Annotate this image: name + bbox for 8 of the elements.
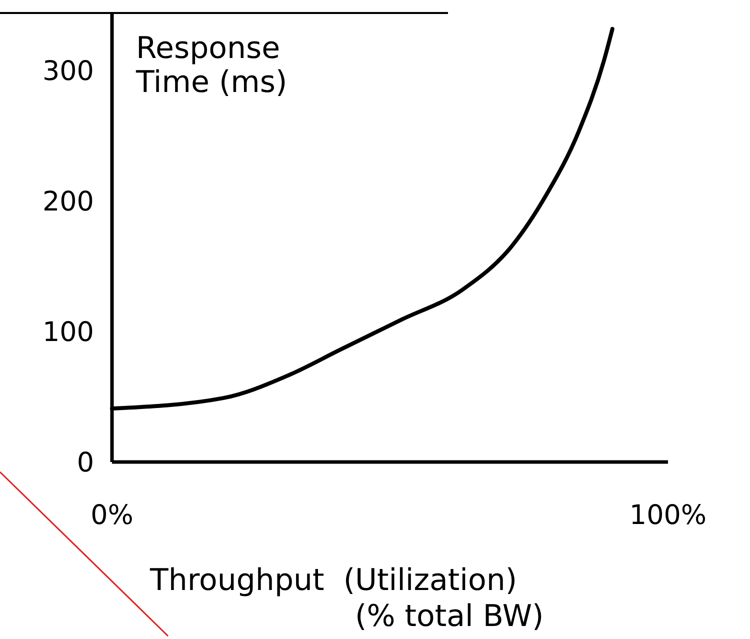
y-tick-label: 0	[76, 447, 94, 478]
x-axis-title: Throughput (Utilization) (% total BW)	[149, 563, 544, 634]
x-tick-label: 100%	[629, 500, 707, 531]
y-tick-label: 300	[42, 56, 94, 88]
y-tick-label: 200	[42, 186, 94, 218]
x-tick-label: 0%	[90, 500, 134, 531]
y-tick-label: 100	[42, 317, 94, 348]
y-axis-title: Response Time (ms)	[135, 31, 288, 100]
